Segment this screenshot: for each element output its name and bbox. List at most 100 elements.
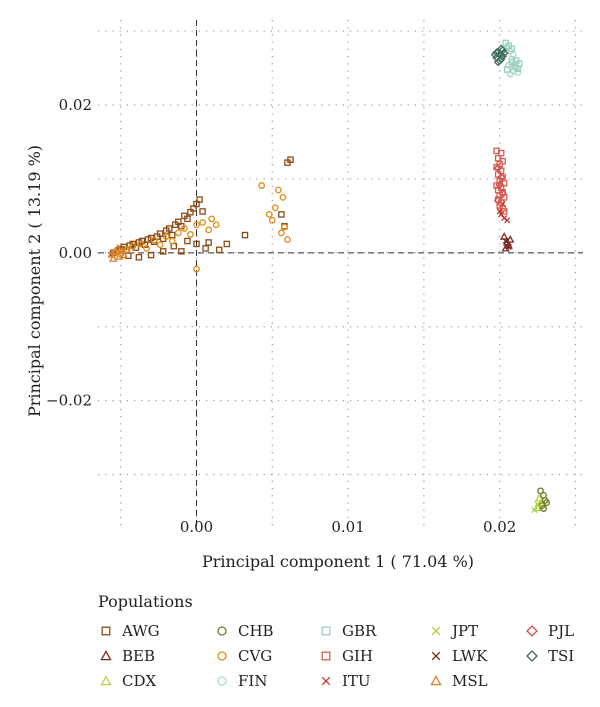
point-cvg <box>281 223 288 231</box>
legend-marker-lwk <box>431 651 441 660</box>
legend-title: Populations <box>98 592 193 611</box>
legend-marker-gbr <box>321 626 331 635</box>
series-msl <box>107 243 132 262</box>
x-axis-title: Principal component 1 ( 71.04 %) <box>202 552 474 571</box>
reference-lines <box>98 20 583 530</box>
legend-label: FIN <box>238 671 268 690</box>
legend-symbol <box>321 676 331 685</box>
legend-item-beb: BEB <box>100 645 216 666</box>
legend-symbol <box>526 624 538 637</box>
point-cvg <box>162 233 170 240</box>
legend-item-cvg: CVG <box>216 645 320 666</box>
point-awg <box>193 240 200 248</box>
legend-label: GIH <box>342 646 373 665</box>
legend-item-msl: MSL <box>430 670 526 691</box>
point-awg <box>178 248 185 255</box>
point-msl <box>113 243 122 252</box>
point-awg <box>184 215 191 223</box>
point-awg <box>202 245 209 252</box>
legend-symbol <box>217 625 227 636</box>
series-tsi <box>490 44 509 67</box>
point-cvg <box>268 216 276 224</box>
tick-labels: 0.00 0.01 0.02 −0.02 0.00 0.02 <box>46 96 516 536</box>
point-awg <box>223 240 231 248</box>
point-tsi <box>492 48 501 57</box>
legend-item-fin: FIN <box>216 670 320 691</box>
point-lwk <box>505 243 512 250</box>
point-cvg <box>205 226 213 234</box>
legend-empty-cell <box>526 670 596 691</box>
point-tsi <box>496 44 506 54</box>
point-cdx <box>533 503 542 511</box>
legend-label: JPT <box>452 621 479 640</box>
y-tick-label: 0.00 <box>59 244 92 262</box>
point-chb <box>540 505 547 512</box>
legend-label: AWG <box>122 621 160 640</box>
legend-marker-cvg <box>217 650 227 661</box>
y-axis-title: Principal component 2 ( 13.19 %) <box>25 145 44 417</box>
point-gbr <box>508 58 516 66</box>
legend-symbol <box>100 649 112 660</box>
legend-marker-pjl <box>526 624 538 637</box>
series-pjl <box>493 163 507 205</box>
point-cvg <box>193 221 200 229</box>
legend-item-gih: GIH <box>320 645 430 666</box>
point-awg <box>165 225 173 232</box>
point-awg <box>199 208 206 215</box>
point-itu <box>504 217 511 224</box>
legend-item-itu: ITU <box>320 670 430 691</box>
point-msl <box>119 250 128 259</box>
legend-symbol <box>321 626 331 635</box>
point-cvg <box>278 229 285 237</box>
legend-item-gbr: GBR <box>320 620 430 641</box>
point-cvg <box>271 204 279 212</box>
point-awg <box>278 211 285 218</box>
point-pjl <box>495 180 504 190</box>
legend-marker-jpt <box>431 626 441 635</box>
legend-label: MSL <box>452 671 488 690</box>
point-gbr <box>514 65 522 73</box>
point-awg <box>241 231 249 239</box>
legend-marker-gih <box>321 651 331 660</box>
series-lwk <box>502 237 512 250</box>
series-gbr <box>502 39 523 73</box>
point-msl <box>108 254 118 262</box>
point-cvg <box>193 265 200 273</box>
series-chb <box>537 487 551 512</box>
point-chb <box>543 499 551 507</box>
point-awg <box>135 254 143 261</box>
point-gih <box>500 208 508 215</box>
legend-marker-chb <box>217 625 227 636</box>
legend-symbol <box>526 649 538 662</box>
point-msl <box>122 245 132 254</box>
point-lwk <box>502 237 509 245</box>
point-itu <box>499 200 506 208</box>
data-points <box>107 39 551 514</box>
point-cvg <box>156 241 164 249</box>
point-awg <box>287 156 294 163</box>
legend-item-cdx: CDX <box>100 670 216 691</box>
legend-marker-awg <box>101 626 111 635</box>
point-cvg <box>265 211 273 218</box>
point-awg <box>215 246 223 254</box>
legend-label: ITU <box>342 671 371 690</box>
legend-entries: AWG CHB GBR JPT PJL BEB CVG GIH LWK TSI CDX FIN ITU M… <box>98 620 588 691</box>
point-cvg <box>212 221 220 229</box>
legend-symbol <box>217 675 227 686</box>
point-cvg <box>274 186 282 194</box>
legend-item-awg: AWG <box>100 620 216 641</box>
point-cvg <box>279 194 287 201</box>
point-gbr <box>503 66 511 73</box>
legend-marker-msl <box>430 674 442 685</box>
point-msl <box>118 246 127 254</box>
x-tick-label: 0.00 <box>180 518 213 536</box>
point-cvg <box>129 242 137 250</box>
point-msl <box>110 247 119 256</box>
point-pjl <box>493 163 503 173</box>
legend-symbol <box>217 650 227 661</box>
x-tick-label: 0.02 <box>483 518 516 536</box>
legend-label: CDX <box>122 671 157 690</box>
point-gbr <box>508 45 516 53</box>
point-cvg <box>199 219 206 226</box>
